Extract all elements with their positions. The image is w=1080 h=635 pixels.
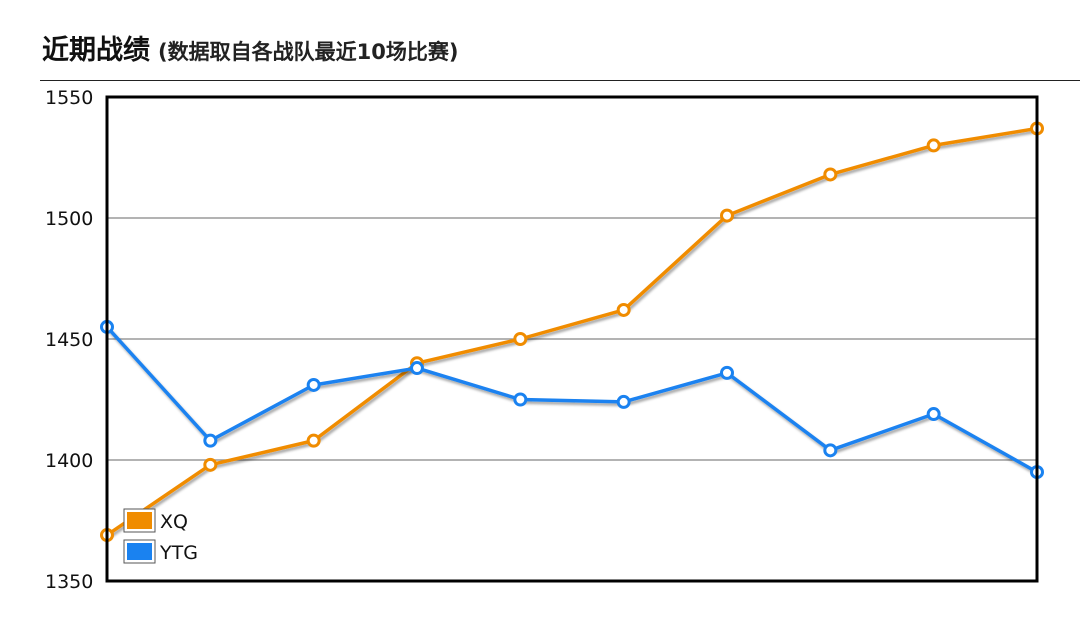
header-divider [40,80,1080,81]
data-point [203,433,218,448]
y-tick-label: 1400 [45,450,93,472]
data-point [926,138,941,153]
legend-label: XQ [160,511,188,533]
data-point [720,365,734,380]
series-line [105,325,1038,474]
data-point [513,392,528,407]
data-point [823,167,838,182]
chart-subtitle: (数据取自各战队最近10场比赛) [158,40,459,64]
legend-swatch [127,512,152,529]
gridlines [107,217,1037,461]
y-tick-label: 1350 [45,571,93,593]
data-point [306,377,321,392]
data-point [306,433,321,448]
data-point [616,394,631,409]
legend-label: YTG [159,542,198,564]
series-line [106,126,1038,537]
data-point [926,407,941,422]
series-layer [100,121,1044,543]
data-point [616,302,631,317]
series-ytg [100,319,1044,480]
y-tick-label: 1550 [45,87,93,109]
legend-swatch [127,543,152,560]
y-tick-label: 1500 [45,208,93,230]
chart-header: 近期战绩 (数据取自各战队最近10场比赛) [42,28,458,67]
y-tick-label: 1450 [45,329,93,351]
data-point [203,457,218,472]
legend: XQ YTG [123,508,198,564]
chart-title: 近期战绩 [42,35,150,66]
legend-item: YTG [123,539,198,564]
series-xq [100,121,1044,543]
data-point [513,332,528,346]
y-axis-ticks: 1550 1500 1450 1400 1350 [45,87,93,593]
plot-border [105,95,1039,583]
data-point [410,361,424,376]
data-point [720,208,734,223]
legend-item: XQ [123,508,188,533]
data-point [823,443,838,458]
